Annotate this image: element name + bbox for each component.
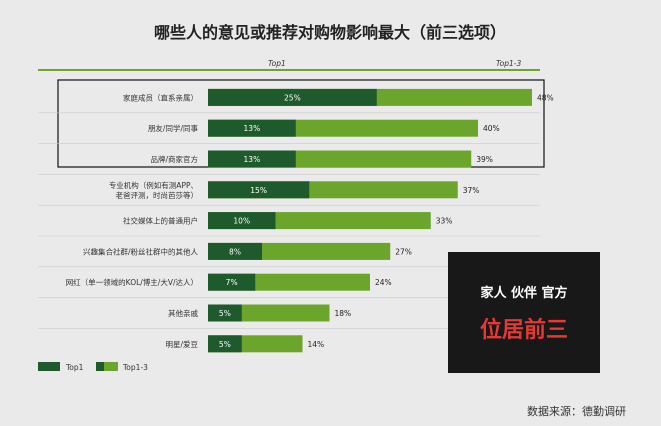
- data-label-top1-3: 39%: [476, 155, 493, 164]
- data-label-top1: 7%: [226, 278, 238, 287]
- source-note: 数据来源：德勤调研: [527, 404, 626, 418]
- category-label: 兴趣集合社群/粉丝社群中的其他人: [83, 246, 199, 256]
- bar-rows: 家庭成员（直系亲属） 25% 48% 朋友/同学/同事 13% 40% 品牌/商家官方 13%…: [38, 88, 554, 353]
- category-label: 品牌/商家官方: [150, 154, 198, 164]
- column-header-top1-3: Top1-3: [496, 59, 521, 68]
- data-label-top1-3: 48%: [537, 93, 554, 102]
- data-label-top1: 13%: [244, 124, 261, 133]
- chart-title: 哪些人的意见或推荐对购物影响最大（前三选项）: [154, 23, 506, 42]
- bar-top1: [208, 119, 296, 137]
- bar-top1: [208, 181, 310, 199]
- data-label-top1: 15%: [250, 186, 267, 195]
- data-label-top1-3: 37%: [463, 186, 480, 195]
- legend-label-top1: Top1: [65, 363, 84, 372]
- category-label: 家庭成员（直系亲属）: [123, 92, 198, 102]
- data-label-top1-3: 40%: [483, 124, 500, 133]
- category-label: 网红（单一领域的KOL/博主/大V/达人）: [66, 277, 198, 287]
- category-label: 其他亲戚: [168, 308, 198, 318]
- data-label-top1-3: 18%: [335, 309, 352, 318]
- data-label-top1: 5%: [219, 309, 231, 318]
- category-label: 社交媒体上的普通用户: [123, 216, 198, 226]
- bar-top1: [208, 88, 377, 106]
- column-header-top1: Top1: [268, 59, 286, 68]
- category-label: 朋友/同学/同事: [148, 123, 199, 133]
- data-label-top1: 5%: [219, 340, 231, 349]
- category-label: 专业机构（例如有测APP、老爸评测，时尚芭莎等）: [109, 180, 198, 200]
- data-label-top1-3: 27%: [395, 247, 412, 256]
- callout-box: [448, 252, 600, 373]
- category-label: 明星/爱豆: [165, 340, 198, 349]
- data-label-top1-3: 24%: [375, 278, 392, 287]
- data-label-top1: 8%: [229, 247, 241, 256]
- legend-label-top1-3: Top1-3: [122, 363, 148, 372]
- data-label-top1-3: 14%: [308, 340, 325, 349]
- callout-line1: 家人 伙伴 官方: [480, 285, 567, 301]
- legend-swatch-top1: [38, 362, 60, 371]
- bar-top1: [208, 273, 256, 291]
- legend-swatch-top1-3-dark: [96, 362, 104, 371]
- bar-top1: [208, 304, 242, 322]
- data-label-top1: 13%: [244, 155, 261, 164]
- bar-top1: [208, 335, 242, 353]
- callout-line2: 位居前三: [480, 317, 568, 343]
- data-label-top1: 25%: [284, 93, 301, 102]
- data-label-top1: 10%: [233, 217, 250, 226]
- legend-swatch-top1-3-light: [104, 362, 118, 371]
- data-label-top1-3: 33%: [436, 217, 453, 226]
- bar-top1: [208, 242, 262, 260]
- bar-top1: [208, 150, 296, 168]
- bar-top1: [208, 212, 276, 230]
